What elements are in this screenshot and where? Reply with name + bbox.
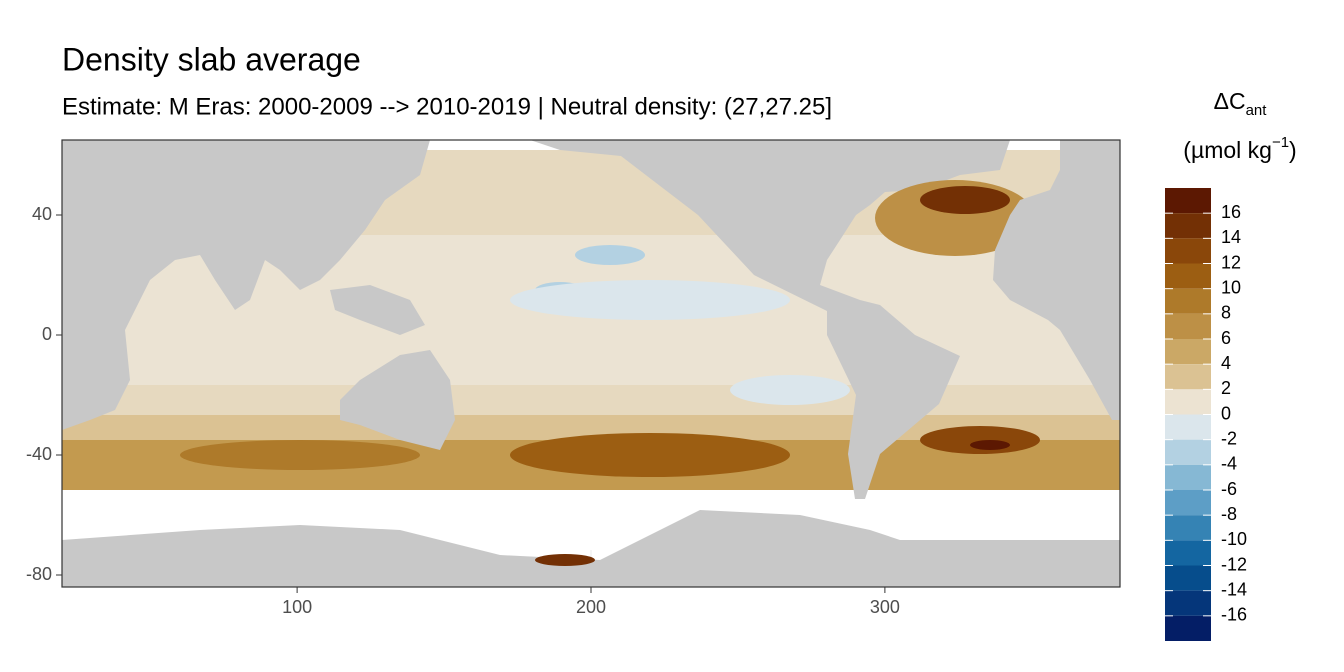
legend-label: -16 xyxy=(1221,605,1247,625)
ocean-patch xyxy=(180,440,420,470)
chart-subtitle: Estimate: M Eras: 2000-2009 --> 2010-201… xyxy=(62,93,832,120)
y-tick-label: 40 xyxy=(32,204,52,224)
land xyxy=(62,510,1120,587)
legend-unit: (µmol kg−1) xyxy=(1183,134,1296,163)
land xyxy=(340,350,455,450)
chart-title: Density slab average xyxy=(62,41,361,77)
y-tick-label: -80 xyxy=(26,564,52,584)
legend-swatch xyxy=(1165,188,1211,214)
legend-label: -6 xyxy=(1221,479,1237,499)
legend-label: -12 xyxy=(1221,554,1247,574)
legend-swatch xyxy=(1165,464,1211,490)
legend-label: 12 xyxy=(1221,252,1241,272)
legend-label: 16 xyxy=(1221,202,1241,222)
legend-swatch xyxy=(1165,313,1211,339)
legend-swatch xyxy=(1165,238,1211,264)
legend-swatch xyxy=(1165,263,1211,289)
land xyxy=(62,140,430,430)
legend-unit-close: ) xyxy=(1289,137,1297,163)
legend-title: ΔCant xyxy=(1214,88,1268,119)
legend-swatch xyxy=(1165,565,1211,591)
land xyxy=(530,140,1010,499)
x-tick-label: 200 xyxy=(576,597,606,617)
legend-swatch xyxy=(1165,339,1211,365)
legend-swatch xyxy=(1165,515,1211,541)
legend: 16 14 12 10 8 6 4 2 0 -2 -4 -6 -8 -10 -12 -14 -16 xyxy=(1165,188,1247,641)
legend-label: -4 xyxy=(1221,454,1237,474)
legend-label: 10 xyxy=(1221,277,1241,297)
legend-unit-text: (µmol kg xyxy=(1183,137,1272,163)
legend-swatch xyxy=(1165,364,1211,390)
ocean-patch xyxy=(510,280,790,320)
legend-label: 14 xyxy=(1221,227,1241,247)
ocean-patch xyxy=(510,433,790,477)
legend-label: -10 xyxy=(1221,529,1247,549)
land xyxy=(330,285,425,335)
legend-swatch xyxy=(1165,414,1211,440)
legend-label: 6 xyxy=(1221,328,1231,348)
x-tick-label: 100 xyxy=(282,597,312,617)
ocean-patch xyxy=(535,554,595,566)
legend-label: 0 xyxy=(1221,403,1231,423)
legend-swatch xyxy=(1165,615,1211,641)
legend-label: -8 xyxy=(1221,504,1237,524)
legend-label: 2 xyxy=(1221,378,1231,398)
legend-swatch xyxy=(1165,288,1211,314)
legend-subscript: ant xyxy=(1246,102,1268,119)
legend-superscript: −1 xyxy=(1272,134,1289,151)
legend-swatch xyxy=(1165,540,1211,566)
legend-label: 4 xyxy=(1221,353,1231,373)
land xyxy=(993,140,1120,420)
ocean-patch xyxy=(920,426,1040,454)
legend-swatch xyxy=(1165,490,1211,516)
ocean-patch xyxy=(920,186,1010,214)
ocean-patch xyxy=(575,245,645,265)
ocean-patch xyxy=(970,440,1010,450)
x-tick-label: 300 xyxy=(870,597,900,617)
y-tick-label: -40 xyxy=(26,444,52,464)
ocean-patch xyxy=(730,375,850,405)
legend-swatch xyxy=(1165,439,1211,465)
legend-label: -2 xyxy=(1221,428,1237,448)
legend-swatch xyxy=(1165,213,1211,239)
map xyxy=(62,140,1120,587)
legend-label: -14 xyxy=(1221,579,1247,599)
legend-symbol: ΔC xyxy=(1214,88,1246,114)
legend-swatch xyxy=(1165,590,1211,616)
legend-swatch xyxy=(1165,389,1211,415)
legend-label: 8 xyxy=(1221,303,1231,323)
y-tick-label: 0 xyxy=(42,324,52,344)
